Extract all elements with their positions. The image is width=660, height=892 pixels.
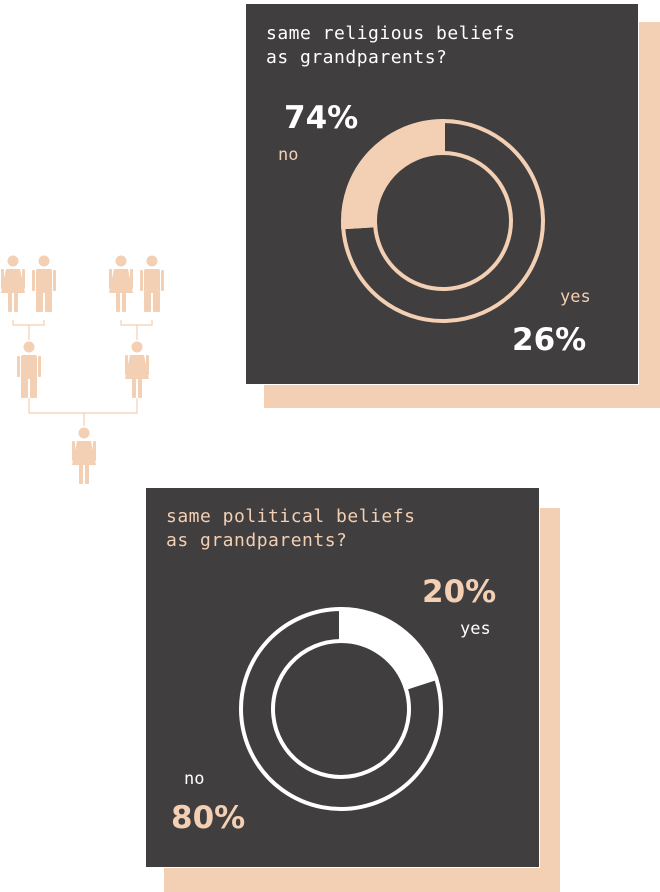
political-beliefs-card: same political beliefs as grandparents? …: [146, 488, 539, 867]
religious-slice-yes: [341, 118, 445, 230]
religious-slice-no: [341, 118, 545, 323]
connector-parents: [28, 398, 138, 426]
male-figure-icon: [140, 255, 164, 312]
female-figure-icon: [1, 255, 25, 312]
political-yes-percent: 20%: [422, 574, 497, 610]
connector-right-grandparents: [120, 320, 153, 340]
political-chart-title: same political beliefs as grandparents?: [166, 506, 416, 551]
family-tree-illustration: [1, 255, 164, 484]
political-donut-chart: [239, 606, 443, 811]
male-figure-icon: [32, 255, 56, 312]
political-yes-label: yes: [460, 619, 491, 639]
female-figure-icon: [109, 255, 133, 312]
political-slice-yes: [339, 606, 439, 691]
religious-chart-title: same religious beliefs as grandparents?: [266, 23, 516, 68]
religious-no-percent: 74%: [284, 100, 359, 136]
political-no-percent: 80%: [171, 800, 246, 836]
political-no-label: no: [184, 769, 205, 789]
female-figure-icon: [72, 427, 96, 484]
family-tree-connectors: [12, 320, 153, 426]
religious-beliefs-card: same religious beliefs as grandparents? …: [246, 4, 638, 384]
political-slice-no: [239, 606, 443, 811]
religious-donut-chart: [341, 118, 545, 323]
female-figure-icon: [125, 341, 149, 398]
religious-yes-label: yes: [560, 287, 591, 307]
religious-no-label: no: [278, 145, 299, 165]
connector-left-grandparents: [12, 320, 45, 340]
religious-yes-percent: 26%: [512, 322, 587, 358]
male-figure-icon: [17, 341, 41, 398]
